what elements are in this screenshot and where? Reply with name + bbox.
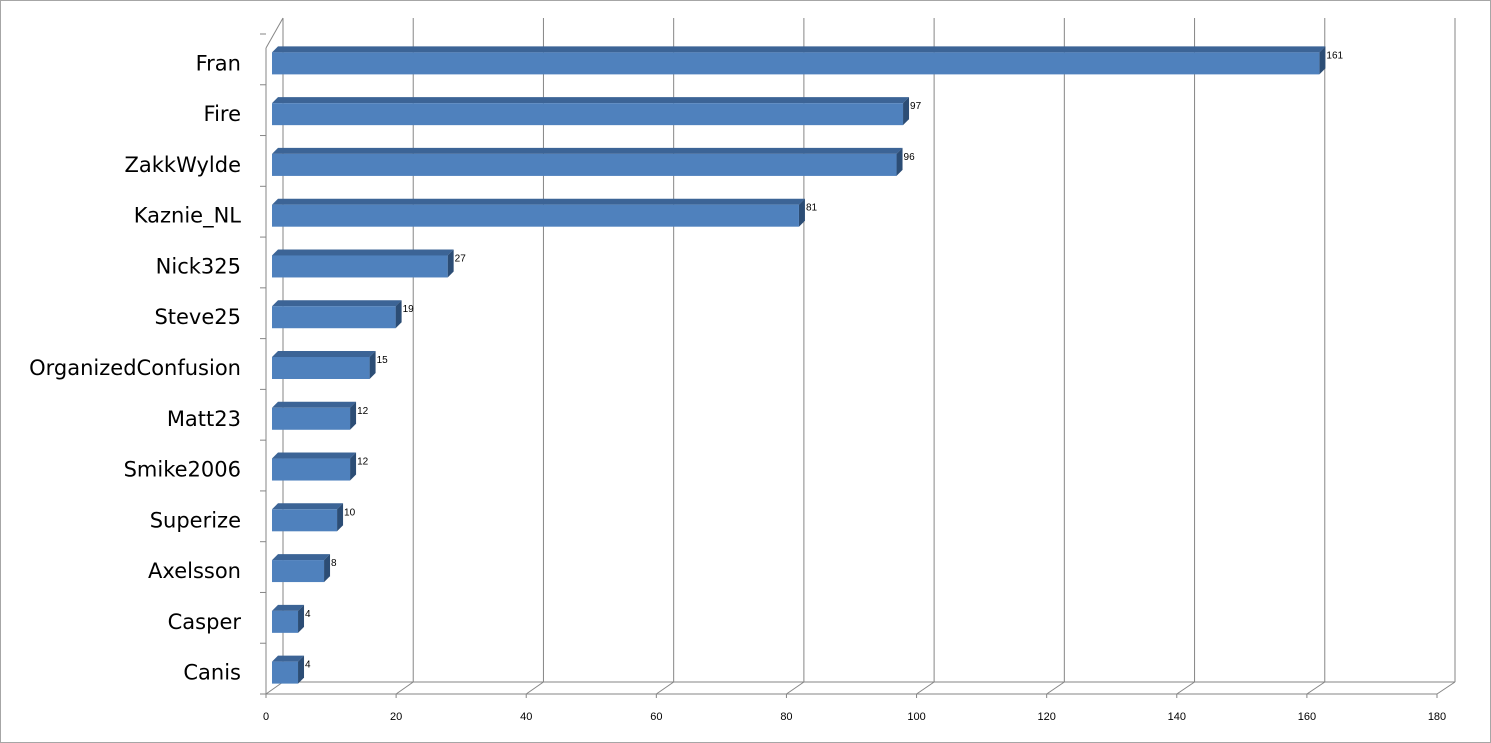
- bar-side-8: [350, 452, 357, 481]
- data-label-12: 4: [305, 660, 311, 671]
- bar-8: [272, 458, 351, 481]
- x-tick-label-160: 160: [1298, 711, 1316, 723]
- floor-gridline-20: [395, 681, 414, 695]
- bar-9: [272, 509, 338, 532]
- data-label-8: 12: [357, 457, 369, 468]
- bar-5: [272, 306, 396, 329]
- data-label-11: 4: [305, 609, 311, 620]
- bar-top-9: [272, 503, 344, 510]
- category-label-8: Smike2006: [124, 458, 241, 482]
- bar-top-3: [272, 198, 805, 205]
- bar-side-9: [337, 503, 344, 532]
- bar-top-5: [272, 300, 402, 307]
- bar-side-3: [798, 198, 805, 227]
- data-label-5: 19: [403, 304, 415, 315]
- category-label-7: Matt23: [167, 407, 241, 431]
- data-label-7: 12: [357, 406, 369, 417]
- data-label-4: 27: [455, 253, 467, 264]
- floor-gridline-40: [525, 681, 544, 695]
- data-label-9: 10: [344, 507, 356, 518]
- floor-gridline-140: [1176, 681, 1195, 695]
- bar-top-2: [272, 147, 903, 154]
- x-tick-label-40: 40: [520, 711, 532, 723]
- bar-top-12: [272, 655, 305, 662]
- floor-gridline-80: [786, 681, 805, 695]
- bar-top-0: [272, 46, 1326, 53]
- side-wall-top-edge: [265, 17, 284, 49]
- bar-1: [272, 103, 904, 126]
- category-label-5: Steve25: [154, 305, 241, 329]
- category-label-1: Fire: [204, 102, 241, 126]
- bar-side-10: [324, 554, 331, 583]
- floor-gridline-0: [265, 681, 284, 695]
- bar-top-10: [272, 554, 331, 561]
- bar-2: [272, 153, 897, 176]
- bar-3: [272, 204, 799, 227]
- bar-side-1: [903, 97, 910, 126]
- category-label-10: Axelsson: [148, 559, 241, 583]
- bar-side-7: [350, 401, 357, 430]
- bar-top-4: [272, 249, 454, 256]
- data-label-10: 8: [331, 558, 337, 569]
- floor-gridline-60: [656, 681, 674, 695]
- data-label-0: 161: [1326, 50, 1343, 61]
- x-tick-label-100: 100: [907, 711, 925, 723]
- category-label-3: Kaznie_NL: [134, 204, 242, 229]
- data-label-6: 15: [377, 355, 389, 366]
- category-label-4: Nick325: [156, 254, 241, 278]
- floor-gridline-100: [916, 681, 935, 695]
- bar-7: [272, 407, 351, 430]
- bar-side-4: [447, 249, 454, 278]
- bar-side-11: [298, 604, 305, 633]
- bar-side-2: [896, 147, 903, 176]
- bar-top-7: [272, 401, 357, 408]
- bar-side-6: [369, 351, 376, 379]
- data-label-3: 81: [806, 203, 818, 214]
- bar-6: [272, 357, 370, 379]
- bar-top-11: [272, 604, 305, 611]
- category-label-6: OrganizedConfusion: [29, 356, 241, 380]
- x-tick-label-120: 120: [1037, 711, 1055, 723]
- x-tick-label-20: 20: [390, 711, 402, 723]
- bar-side-12: [298, 655, 305, 684]
- x-tick-label-180: 180: [1428, 711, 1446, 723]
- bar-12: [272, 661, 299, 684]
- x-tick-label-80: 80: [780, 711, 792, 723]
- bar-top-8: [272, 452, 357, 459]
- bar-side-0: [1319, 46, 1326, 75]
- category-label-0: Fran: [196, 51, 241, 75]
- x-tick-label-0: 0: [263, 711, 269, 723]
- bar-10: [272, 560, 325, 583]
- x-tick-label-60: 60: [650, 711, 662, 723]
- data-label-2: 96: [904, 152, 916, 163]
- x-tick-label-140: 140: [1168, 711, 1186, 723]
- bar-side-5: [395, 300, 402, 329]
- bar-0: [272, 52, 1320, 75]
- bar-11: [272, 610, 299, 633]
- floor-gridline-160: [1306, 681, 1326, 695]
- floor-gridline-180: [1436, 681, 1456, 695]
- bar-top-6: [272, 351, 376, 357]
- floor-gridline-120: [1046, 681, 1065, 695]
- category-label-11: Casper: [168, 610, 242, 634]
- category-label-12: Canis: [183, 661, 241, 685]
- data-label-1: 97: [910, 101, 922, 112]
- bar-4: [272, 255, 448, 278]
- category-label-2: ZakkWylde: [125, 153, 241, 177]
- category-label-9: Superize: [150, 508, 241, 532]
- bar-top-1: [272, 97, 910, 104]
